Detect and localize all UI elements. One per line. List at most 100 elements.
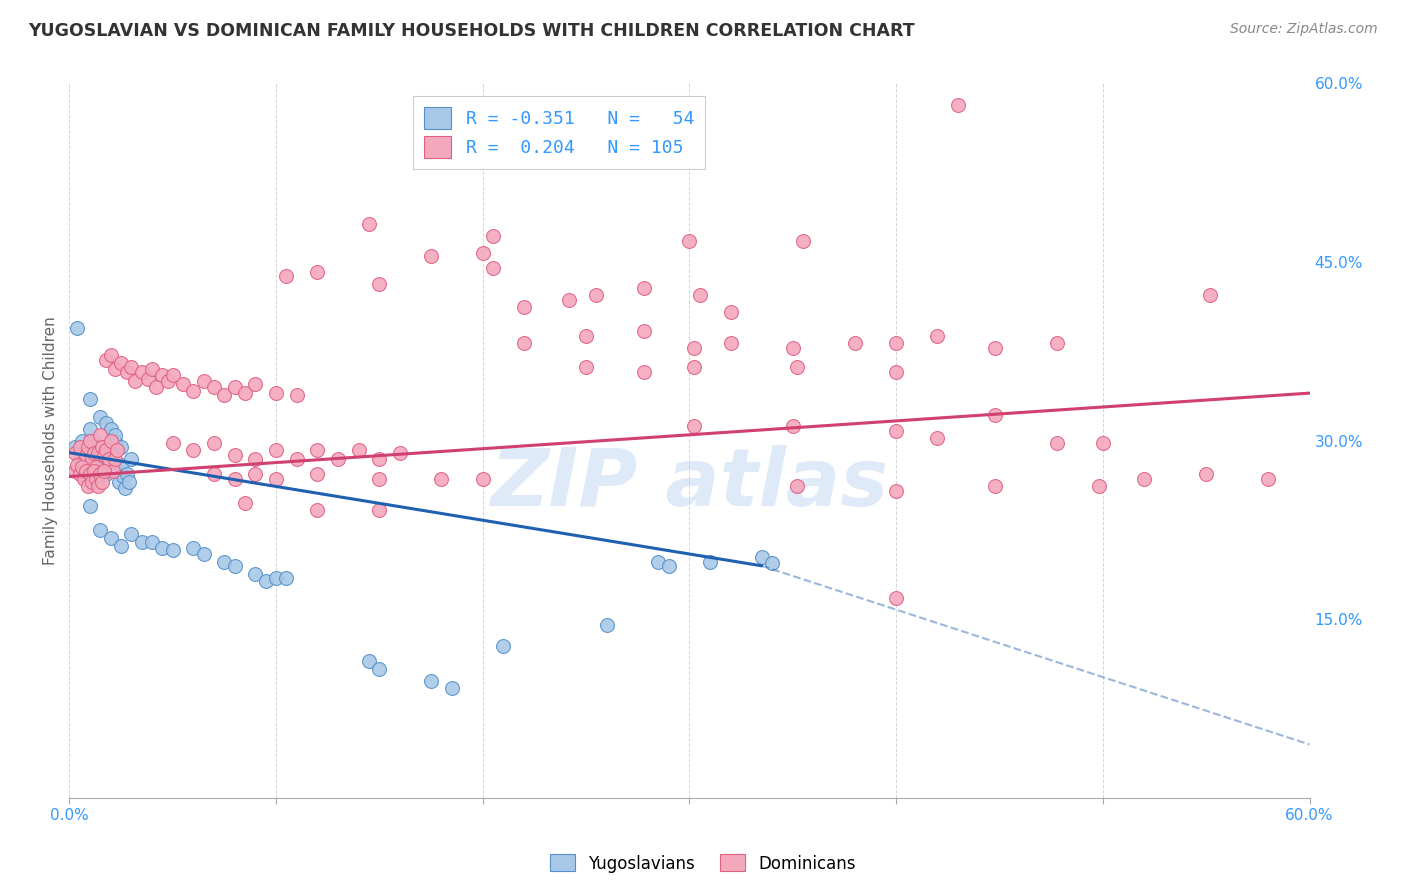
Point [682,341,704,355]
Point [80,451,103,466]
Point [482,228,505,243]
Point [633,365,655,379]
Point [884,591,907,605]
Point [285,388,308,402]
Point [79,434,101,448]
Point [786,479,808,493]
Point [150,368,173,383]
Point [73,472,96,486]
Legend: Yugoslavians, Dominicans: Yugoslavians, Dominicans [543,847,863,880]
Point [66,458,89,472]
Point [76,448,98,462]
Point [585,288,607,302]
Point [233,496,256,510]
Point [245,451,267,466]
Point [97,451,120,466]
Point [214,555,236,569]
Text: Source: ZipAtlas.com: Source: ZipAtlas.com [1230,22,1378,37]
Point [131,365,153,379]
Point [307,265,329,279]
Point [420,674,443,689]
Point [69,451,91,466]
Point [224,380,246,394]
Point [984,341,1007,355]
Point [782,341,804,355]
Point [136,372,159,386]
Point [115,467,138,482]
Point [87,479,110,493]
Point [368,503,391,517]
Text: ZIP atlas: ZIP atlas [491,444,889,523]
Point [76,479,98,493]
Point [202,436,225,450]
Point [172,376,194,391]
Point [984,408,1007,422]
Point [89,427,111,442]
Point [782,419,804,434]
Point [368,472,391,486]
Point [682,359,704,374]
Point [100,532,122,546]
Point [181,443,204,458]
Point [420,249,443,263]
Point [946,98,969,112]
Point [93,463,115,477]
Point [307,503,329,517]
Point [76,440,98,454]
Point [984,479,1007,493]
Point [80,475,103,490]
Point [927,329,949,343]
Point [193,374,215,388]
Point [162,543,184,558]
Point [79,422,101,436]
Point [75,463,97,477]
Point [141,535,163,549]
Point [110,539,132,553]
Point [80,445,103,459]
Point [181,384,204,398]
Point [720,336,742,351]
Point [118,475,141,490]
Point [307,443,329,458]
Point [492,639,515,653]
Point [786,359,808,374]
Point [75,443,97,458]
Point [1046,436,1069,450]
Point [105,443,128,458]
Point [120,359,142,374]
Point [193,547,215,561]
Point [751,550,773,565]
Point [1087,479,1109,493]
Point [482,261,505,276]
Point [181,541,204,555]
Point [368,662,391,676]
Point [100,348,122,362]
Point [75,448,97,462]
Point [111,469,134,483]
Point [927,431,949,445]
Point [884,424,907,438]
Point [91,445,114,459]
Point [368,277,391,291]
Point [761,557,783,571]
Point [96,416,118,430]
Point [347,443,370,458]
Point [1257,472,1279,486]
Point [264,443,287,458]
Point [131,535,153,549]
Point [79,500,101,514]
Point [115,365,138,379]
Point [471,472,494,486]
Point [224,558,246,573]
Y-axis label: Family Households with Children: Family Households with Children [44,317,58,566]
Point [202,380,225,394]
Point [66,320,89,334]
Point [276,571,298,585]
Point [70,434,93,448]
Point [245,467,267,482]
Point [89,409,111,424]
Point [233,386,256,401]
Point [357,654,380,668]
Point [114,482,136,496]
Point [89,454,111,468]
